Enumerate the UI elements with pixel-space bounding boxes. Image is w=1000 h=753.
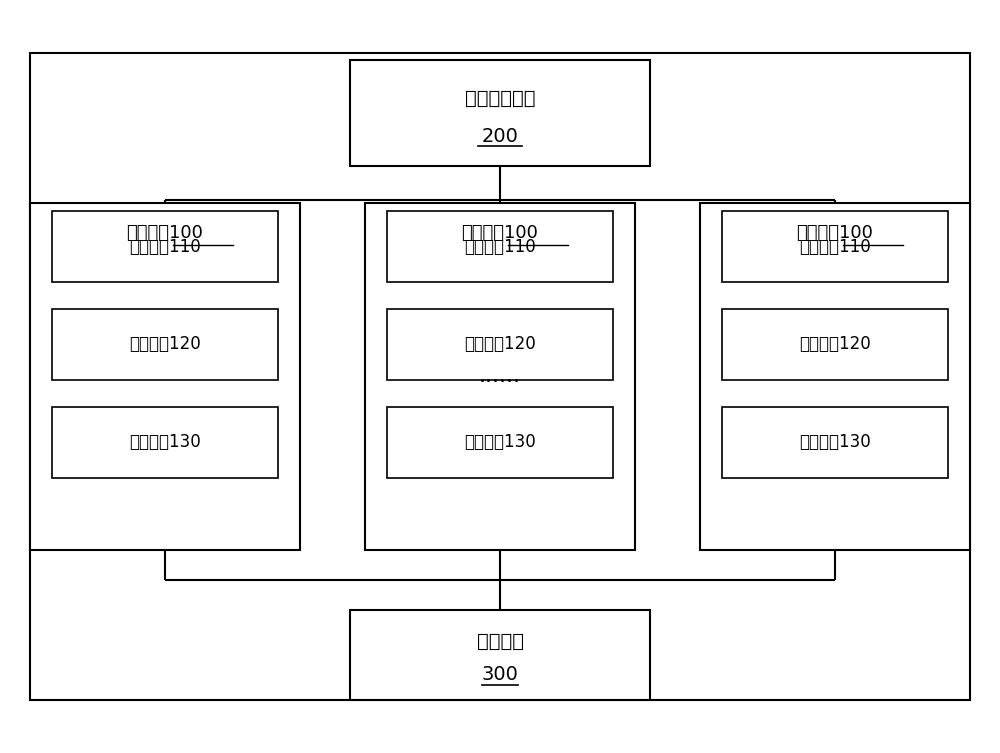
Text: 控制装置: 控制装置	[477, 632, 524, 651]
FancyBboxPatch shape	[722, 309, 948, 380]
FancyBboxPatch shape	[30, 203, 300, 550]
FancyBboxPatch shape	[365, 203, 635, 550]
FancyBboxPatch shape	[722, 407, 948, 478]
Text: 光感器件130: 光感器件130	[129, 434, 201, 451]
Text: 光感器件130: 光感器件130	[799, 434, 871, 451]
Text: 红外光源120: 红外光源120	[799, 336, 871, 353]
Text: 可见光源110: 可见光源110	[464, 238, 536, 255]
FancyBboxPatch shape	[30, 53, 970, 700]
Text: ......: ......	[479, 367, 521, 386]
Text: 可见光源110: 可见光源110	[799, 238, 871, 255]
FancyBboxPatch shape	[387, 407, 613, 478]
FancyBboxPatch shape	[387, 211, 613, 282]
FancyBboxPatch shape	[52, 407, 278, 478]
FancyBboxPatch shape	[52, 309, 278, 380]
Text: 光感器件130: 光感器件130	[464, 434, 536, 451]
FancyBboxPatch shape	[350, 610, 650, 700]
Text: 容积计算装置: 容积计算装置	[465, 89, 535, 108]
Text: 红外光源120: 红外光源120	[464, 336, 536, 353]
Text: 检测组件100: 检测组件100	[797, 224, 873, 242]
FancyBboxPatch shape	[52, 211, 278, 282]
FancyBboxPatch shape	[700, 203, 970, 550]
Text: 红外光源120: 红外光源120	[129, 336, 201, 353]
Text: 200: 200	[482, 127, 518, 145]
Text: 检测组件100: 检测组件100	[462, 224, 538, 242]
Text: 可见光源110: 可见光源110	[129, 238, 201, 255]
Text: 检测组件100: 检测组件100	[127, 224, 203, 242]
FancyBboxPatch shape	[387, 309, 613, 380]
FancyBboxPatch shape	[722, 211, 948, 282]
FancyBboxPatch shape	[350, 60, 650, 166]
Text: 300: 300	[482, 666, 518, 684]
